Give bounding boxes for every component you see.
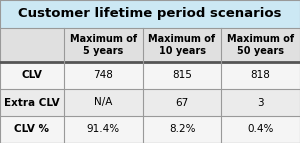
- Text: N/A: N/A: [94, 98, 112, 108]
- Text: 0.4%: 0.4%: [248, 125, 274, 135]
- Text: CLV %: CLV %: [14, 125, 50, 135]
- Text: Customer lifetime period scenarios: Customer lifetime period scenarios: [18, 7, 282, 20]
- Text: 748: 748: [93, 70, 113, 81]
- Text: 8.2%: 8.2%: [169, 125, 195, 135]
- Text: Maximum of
5 years: Maximum of 5 years: [70, 34, 137, 56]
- Text: 91.4%: 91.4%: [87, 125, 120, 135]
- Bar: [0, 89, 300, 116]
- Text: CLV: CLV: [22, 70, 42, 81]
- Text: 3: 3: [257, 98, 264, 108]
- Text: 815: 815: [172, 70, 192, 81]
- Text: 67: 67: [176, 98, 189, 108]
- Text: Extra CLV: Extra CLV: [4, 98, 60, 108]
- Bar: [0, 62, 300, 89]
- Bar: [0, 0, 300, 28]
- Text: 818: 818: [251, 70, 271, 81]
- Bar: [0, 116, 300, 143]
- Text: Maximum of
50 years: Maximum of 50 years: [227, 34, 294, 56]
- Text: Maximum of
10 years: Maximum of 10 years: [148, 34, 216, 56]
- Bar: [0, 28, 300, 62]
